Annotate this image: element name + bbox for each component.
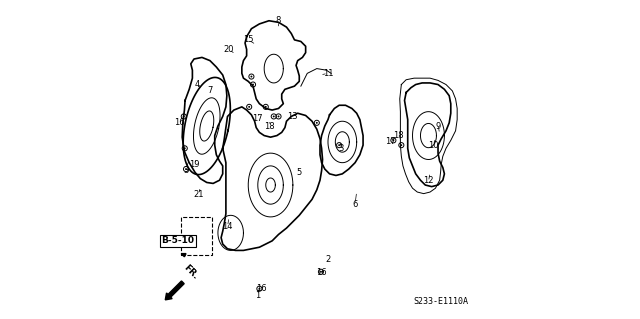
Text: 11: 11: [323, 69, 333, 78]
Circle shape: [183, 115, 185, 117]
Text: 3: 3: [183, 166, 189, 175]
Circle shape: [265, 106, 267, 108]
Text: 19: 19: [189, 160, 199, 169]
Circle shape: [392, 139, 394, 141]
Circle shape: [185, 168, 187, 170]
Text: 12: 12: [423, 176, 434, 185]
Text: 7: 7: [207, 86, 212, 95]
Text: 21: 21: [193, 190, 204, 199]
Text: 16: 16: [255, 284, 266, 293]
Text: 3: 3: [338, 144, 344, 153]
Circle shape: [278, 115, 280, 117]
Text: 2: 2: [325, 256, 331, 264]
Text: 16: 16: [174, 118, 185, 127]
FancyArrow shape: [165, 281, 184, 300]
Text: 6: 6: [353, 200, 358, 209]
Text: B-5-10: B-5-10: [161, 236, 195, 245]
Polygon shape: [181, 254, 186, 257]
Circle shape: [259, 288, 260, 290]
Text: 9: 9: [435, 122, 441, 130]
Circle shape: [320, 271, 322, 273]
Text: 13: 13: [287, 112, 298, 121]
Text: 1: 1: [255, 291, 260, 300]
Text: 18: 18: [264, 122, 275, 130]
Text: 17: 17: [385, 137, 396, 146]
Circle shape: [338, 144, 340, 146]
Circle shape: [316, 122, 318, 124]
Circle shape: [250, 76, 252, 78]
Text: 14: 14: [222, 222, 233, 231]
Text: 10: 10: [428, 141, 438, 150]
Text: 18: 18: [393, 131, 403, 140]
Text: FR.: FR.: [181, 263, 199, 281]
Circle shape: [252, 84, 254, 85]
Text: S233-E1110A: S233-E1110A: [413, 297, 468, 306]
Text: 5: 5: [297, 168, 302, 177]
Text: 15: 15: [243, 35, 253, 44]
Circle shape: [184, 147, 186, 149]
Text: 4: 4: [195, 80, 200, 89]
Circle shape: [248, 106, 250, 108]
Text: 8: 8: [276, 16, 281, 25]
Circle shape: [273, 115, 275, 117]
Text: 20: 20: [224, 45, 234, 54]
Circle shape: [401, 144, 403, 146]
Text: 16: 16: [316, 268, 327, 277]
Text: 17: 17: [253, 114, 263, 122]
